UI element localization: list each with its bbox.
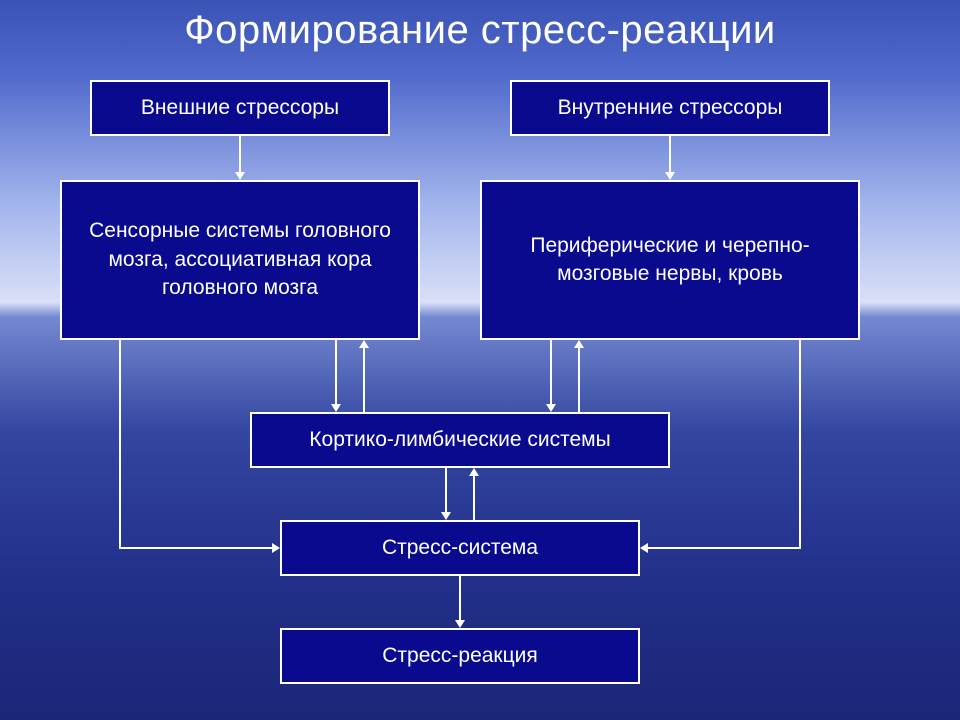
node-external-stressors: Внешние стрессоры bbox=[90, 80, 390, 136]
node-label: Сенсорные системы головного мозга, ассоц… bbox=[72, 217, 408, 302]
node-stress-system: Стресс-система bbox=[280, 520, 640, 576]
node-sensory-systems: Сенсорные системы головного мозга, ассоц… bbox=[60, 180, 420, 340]
node-peripheral-nerves: Периферические и черепно-мозговые нервы,… bbox=[480, 180, 860, 340]
node-internal-stressors: Внутренние стрессоры bbox=[510, 80, 830, 136]
node-label: Кортико-лимбические системы bbox=[309, 426, 610, 454]
node-label: Периферические и черепно-мозговые нервы,… bbox=[492, 232, 848, 289]
node-label: Стресс-реакция bbox=[382, 642, 538, 670]
node-label: Стресс-система bbox=[382, 534, 538, 562]
node-stress-reaction: Стресс-реакция bbox=[280, 628, 640, 684]
node-label: Внешние стрессоры bbox=[141, 94, 339, 122]
node-cortico-limbic: Кортико-лимбические системы bbox=[250, 412, 670, 468]
page-title: Формирование стресс-реакции bbox=[0, 8, 960, 53]
node-label: Внутренние стрессоры bbox=[558, 94, 783, 122]
